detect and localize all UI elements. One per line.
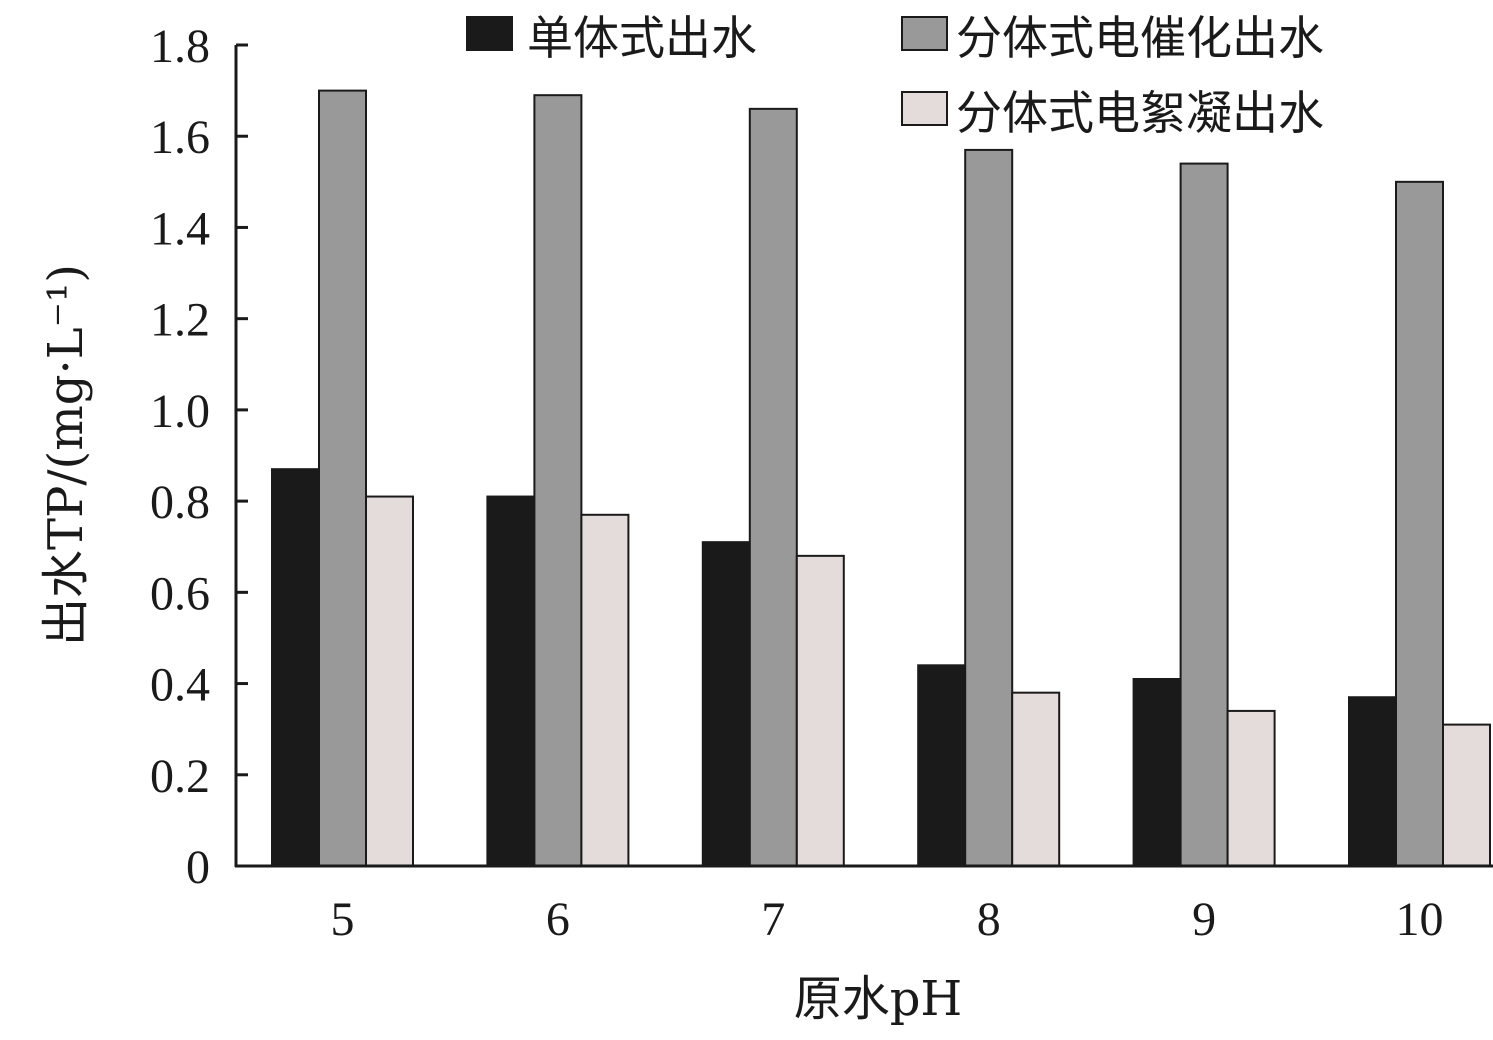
y-tick-label: 0.8 <box>150 476 210 529</box>
x-tick-label: 10 <box>1396 893 1444 946</box>
x-tick-label: 5 <box>331 893 355 946</box>
y-tick-label: 1.8 <box>150 20 210 73</box>
legend-label-3: 分体式电絮凝出水 <box>956 86 1324 140</box>
x-tick-label: 7 <box>761 893 785 946</box>
y-tick-label: 1.4 <box>150 202 210 255</box>
y-tick-label: 0.6 <box>150 567 210 620</box>
bar-1-ph-10 <box>1348 696 1397 867</box>
bar-2-ph-5 <box>318 89 367 868</box>
x-tick-label: 6 <box>546 893 570 946</box>
bar-1-ph-6 <box>486 495 536 867</box>
y-tick-label: 0.2 <box>150 750 210 803</box>
axes-group: 0 0.2 0.4 0.6 0.8 1.0 1.2 1.4 1.6 1.8 5 6 7 8 9 10 <box>150 20 1493 946</box>
bar-3-ph-6 <box>580 513 630 867</box>
bar-1-ph-8 <box>917 664 967 867</box>
x-tick-label: 8 <box>977 893 1001 946</box>
bars-group <box>271 89 1491 868</box>
legend-label-2: 分体式电催化出水 <box>956 11 1324 65</box>
bar-1-ph-9 <box>1132 677 1182 867</box>
bar-3-ph-7 <box>795 554 845 867</box>
bar-3-ph-9 <box>1226 709 1276 868</box>
bar-1-ph-7 <box>701 541 751 868</box>
x-axis-title: 原水pH <box>794 971 963 1027</box>
y-tick-label: 1.6 <box>150 111 210 164</box>
bar-1-ph-5 <box>271 468 320 867</box>
legend-swatch-1 <box>466 16 513 51</box>
x-tick-label: 9 <box>1192 893 1216 946</box>
y-tick-label: 1.0 <box>150 385 210 438</box>
bar-2-ph-7 <box>748 107 798 868</box>
bar-2-ph-9 <box>1179 162 1229 868</box>
y-tick-label: 0 <box>186 841 210 894</box>
bar-2-ph-8 <box>964 148 1014 867</box>
bar-2-ph-10 <box>1395 180 1444 868</box>
y-tick-label: 1.2 <box>150 294 210 347</box>
bar-2-ph-6 <box>533 94 583 867</box>
legend-label-1: 单体式出水 <box>527 11 757 65</box>
bar-3-ph-5 <box>365 495 414 867</box>
bar-3-ph-8 <box>1011 691 1061 868</box>
y-axis-title: 出水TP/(mg·L⁻¹) <box>38 264 94 646</box>
legend-swatch-3 <box>901 91 948 126</box>
y-tick-label: 0.4 <box>150 659 210 712</box>
legend-swatch-2 <box>901 16 948 51</box>
bar-3-ph-10 <box>1442 723 1491 867</box>
